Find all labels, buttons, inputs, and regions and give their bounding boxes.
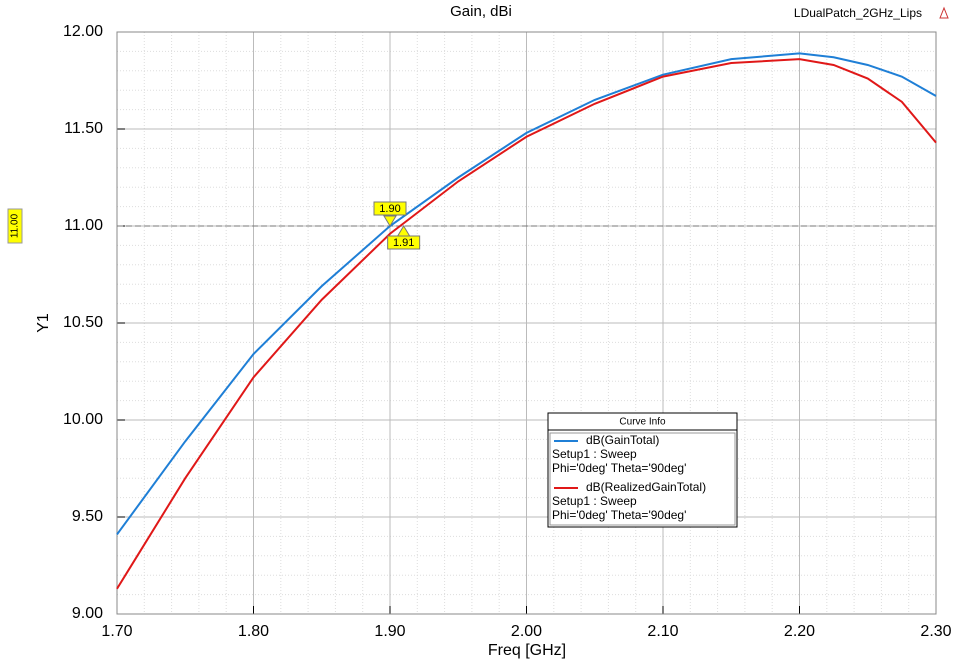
marker-badge (373, 201, 407, 216)
icon (939, 6, 949, 19)
marker (383, 215, 397, 227)
y-tick-label: 9.50 (72, 508, 103, 525)
legend-detail: Phi='0deg' Theta='90deg' (552, 461, 686, 475)
marker-label: 1.91 (393, 237, 414, 249)
y-tick-label: 12.00 (63, 23, 103, 40)
y-tick-label: 10.50 (63, 314, 103, 331)
legend-detail: Setup1 : Sweep (552, 494, 637, 508)
series-line (116, 52, 937, 536)
legend-entry: dB(RealizedGainTotal) (586, 480, 706, 494)
x-tick-label: 2.30 (920, 623, 951, 640)
x-tick-label: 1.80 (238, 623, 269, 640)
series-line (116, 58, 937, 590)
x-tick-label: 2.10 (647, 623, 678, 640)
reference-badge (7, 208, 23, 244)
reference-label: 11.00 (10, 213, 21, 238)
chart-title: Gain, dBi (450, 3, 512, 20)
y-axis-label: Y1 (35, 313, 52, 333)
x-tick-label: 2.00 (511, 623, 542, 640)
legend-detail: Setup1 : Sweep (552, 447, 637, 461)
legend-title: Curve Info (619, 417, 666, 428)
legend-detail: Phi='0deg' Theta='90deg' (552, 508, 686, 522)
marker-label: 1.90 (379, 203, 400, 215)
y-tick-label: 9.00 (72, 605, 103, 622)
y-tick-label: 11.00 (64, 217, 103, 234)
x-tick-label: 1.70 (101, 623, 132, 640)
project-name: LDualPatch_2GHz_Lips (794, 6, 922, 20)
legend-inner (549, 432, 736, 526)
y-tick-label: 11.50 (64, 120, 103, 137)
legend-box (547, 412, 738, 528)
plot-frame (116, 31, 937, 615)
x-axis-label: Freq [GHz] (488, 642, 566, 659)
legend-entry: dB(GainTotal) (586, 433, 659, 447)
y-tick-label: 10.00 (63, 411, 103, 428)
x-tick-label: 1.90 (374, 623, 405, 640)
marker-badge (387, 235, 421, 250)
x-tick-label: 2.20 (784, 623, 815, 640)
